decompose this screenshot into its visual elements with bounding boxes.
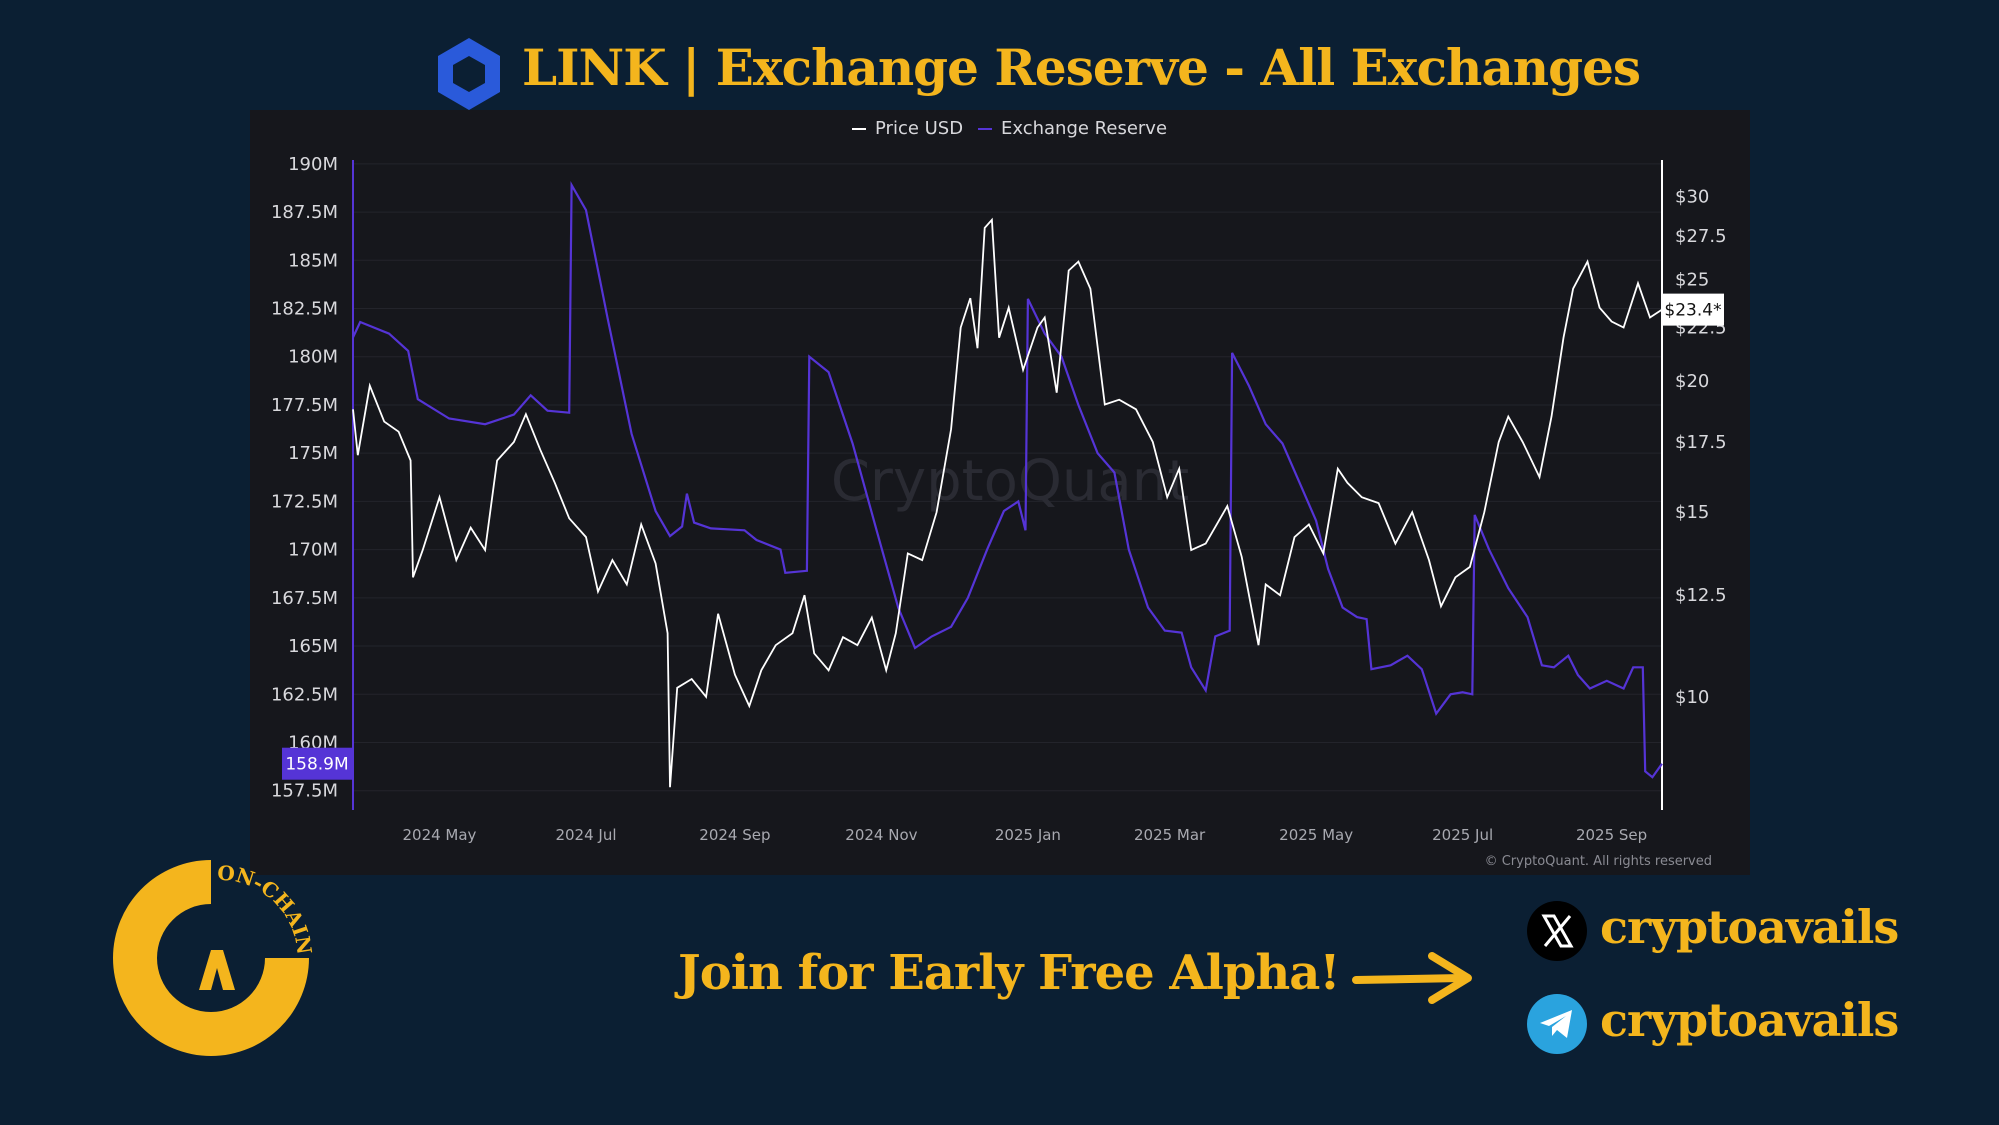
x-tick-label: 2024 Sep	[699, 826, 770, 844]
chart-panel: CryptoQuant Price USD Exchange Reserve 1…	[250, 110, 1750, 875]
legend-entry-reserve[interactable]: Exchange Reserve	[1001, 118, 1167, 139]
legend-entry-price[interactable]: Price USD	[875, 118, 963, 139]
header: LINK | Exchange Reserve - All Exchanges	[0, 30, 1999, 120]
y-right-tick-label: $10	[1675, 687, 1709, 708]
x-tick-label: 2024 May	[402, 826, 476, 844]
x-tick-label: 2025 Mar	[1134, 826, 1206, 844]
legend: Price USD Exchange Reserve	[852, 118, 1167, 139]
y-axis-right: $30$27.5$25$22.5$20$17.5$15$12.5$10	[1675, 186, 1727, 707]
arrow-right-icon	[1352, 952, 1472, 1004]
svg-text:158.9M: 158.9M	[285, 755, 348, 775]
y-left-tick-label: 157.5M	[271, 781, 338, 802]
y-left-tick-label: 170M	[288, 540, 338, 561]
y-left-tick-label: 162.5M	[271, 684, 338, 705]
y-left-tick-label: 190M	[288, 154, 338, 175]
x-axis: 2024 May 2024 Jul 2024 Sep 2024 Nov 2025 Jan…	[402, 826, 1647, 844]
y-axis-left: 190M 187.5M 185M 182.5M 180M 177.5M 175M 172.5M…	[271, 154, 338, 802]
x-handle[interactable]: cryptoavails	[1600, 900, 1899, 954]
y-left-tick-label: 182.5M	[271, 299, 338, 320]
current-reserve-badge: 158.9M	[282, 747, 352, 780]
x-tick-label: 2025 Sep	[1576, 826, 1647, 844]
y-right-tick-label: $25	[1675, 269, 1709, 290]
on-chain-logo: ON-CHAIN	[113, 860, 317, 1056]
watermark: CryptoQuant	[831, 449, 1189, 514]
y-left-tick-label: 172.5M	[271, 491, 338, 512]
x-tick-label: 2025 Jan	[995, 826, 1061, 844]
x-tick-label: 2025 May	[1279, 826, 1353, 844]
cta-text: Join for Early Free Alpha!	[678, 945, 1340, 1001]
y-right-tick-label: $27.5	[1675, 226, 1727, 247]
x-icon[interactable]	[1526, 900, 1588, 962]
y-right-tick-label: $12.5	[1675, 585, 1727, 606]
page-title: LINK | Exchange Reserve - All Exchanges	[522, 38, 1641, 97]
copyright: © CryptoQuant. All rights reserved	[1485, 854, 1712, 869]
y-left-tick-label: 175M	[288, 443, 338, 464]
y-right-tick-label: $17.5	[1675, 432, 1727, 453]
y-left-tick-label: 167.5M	[271, 588, 338, 609]
y-left-tick-label: 177.5M	[271, 395, 338, 416]
y-left-tick-label: 185M	[288, 250, 338, 271]
y-left-tick-label: 187.5M	[271, 202, 338, 223]
telegram-icon[interactable]	[1526, 993, 1588, 1055]
y-right-tick-label: $15	[1675, 502, 1709, 523]
x-tick-label: 2024 Nov	[845, 826, 917, 844]
chart: CryptoQuant Price USD Exchange Reserve 1…	[271, 118, 1727, 869]
y-right-tick-label: $30	[1675, 186, 1709, 207]
x-tick-label: 2024 Jul	[555, 826, 616, 844]
y-left-tick-label: 180M	[288, 347, 338, 368]
current-price-badge: $23.4*	[1662, 293, 1724, 326]
chainlink-hexagon-icon	[438, 38, 500, 110]
series-line-price-usd[interactable]	[352, 217, 1663, 788]
on-chain-badge-text: ON-CHAIN	[217, 861, 317, 956]
telegram-handle[interactable]: cryptoavails	[1600, 993, 1899, 1047]
x-tick-label: 2025 Jul	[1432, 826, 1493, 844]
svg-text:$23.4*: $23.4*	[1664, 301, 1721, 321]
y-right-tick-label: $20	[1675, 371, 1709, 392]
series-line-exchange-reserve[interactable]	[352, 181, 1663, 779]
y-left-tick-label: 165M	[288, 636, 338, 657]
